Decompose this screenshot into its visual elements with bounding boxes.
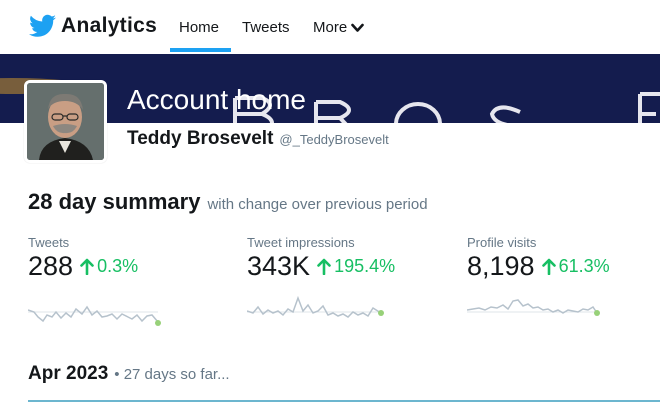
metric-label: Tweet impressions (247, 235, 355, 250)
arrow-up-icon (541, 258, 556, 275)
profile-banner (0, 54, 660, 123)
metric-change-value: 0.3% (97, 256, 139, 276)
nav-home[interactable]: Home (179, 19, 220, 36)
metric-label: Tweets (28, 235, 70, 250)
metric-change: 195.4% (317, 256, 395, 277)
active-tab-indicator (170, 48, 231, 52)
metric-change: 61.3% (541, 256, 610, 277)
metric-tweets: Tweets 288 0.3% (28, 235, 228, 326)
handle[interactable]: @_TeddyBrosevelt (279, 132, 389, 147)
metric-value: 288 (28, 251, 74, 281)
metric-change-value: 61.3% (558, 256, 610, 276)
profile-photo (27, 83, 104, 160)
month-header: Apr 2023 • 27 days so far... (28, 363, 230, 385)
metric-label: Profile visits (467, 235, 537, 250)
sparkline (467, 299, 600, 316)
arrow-up-icon (80, 258, 94, 275)
month-title: Apr 2023 (28, 363, 109, 384)
brand-name: Analytics (61, 14, 158, 37)
arrow-up-icon (317, 258, 331, 275)
metric-value: 8,198 (467, 251, 535, 281)
avatar[interactable] (24, 80, 107, 163)
brand[interactable]: Analytics (29, 14, 157, 38)
top-nav: Analytics Home Tweets More (0, 0, 660, 54)
nav-more-label: More (313, 19, 348, 36)
sparkline (28, 305, 161, 326)
nav-tweets[interactable]: Tweets (242, 19, 290, 36)
summary-header: 28 day summary with change over previous… (28, 189, 428, 215)
summary-title: 28 day summary (28, 189, 201, 214)
display-name[interactable]: Teddy Brosevelt (127, 128, 274, 149)
metric-change-value: 195.4% (334, 256, 396, 276)
metric-value: 343K (247, 251, 311, 281)
nav-more[interactable]: More (313, 19, 364, 36)
summary-subtitle: with change over previous period (207, 196, 428, 213)
metric-change: 0.3% (80, 256, 138, 277)
profile-identity: Teddy Brosevelt @_TeddyBrosevelt (127, 128, 389, 150)
metric-profile-visits: Profile visits 8,198 61.3% (467, 235, 660, 316)
divider (28, 400, 660, 402)
chevron-down-icon (351, 23, 364, 32)
month-subtitle: • 27 days so far... (114, 366, 230, 383)
metric-impressions: Tweet impressions 343K 195.4% (247, 235, 447, 318)
page-title: Account home (127, 84, 306, 115)
twitter-bird-icon (29, 14, 56, 37)
sparkline (247, 295, 384, 318)
